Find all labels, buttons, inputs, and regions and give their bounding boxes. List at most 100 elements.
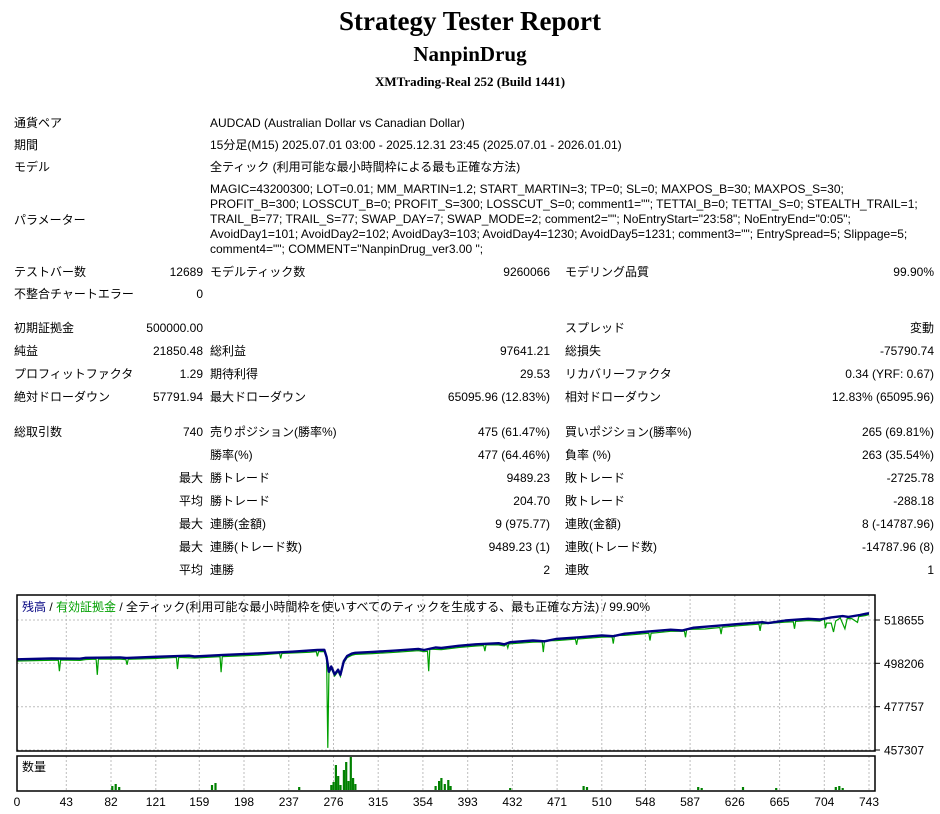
stat-value: 0 xyxy=(196,287,203,301)
report-row-largest-trade: 最大 勝トレード 9489.23 敗トレード -2725.78 xyxy=(0,467,940,490)
report-row-drawdown: 絶対ドローダウン 57791.94 最大ドローダウン 65095.96 (12.… xyxy=(0,386,940,409)
stat-label: 連勝(金額) xyxy=(210,517,266,531)
stat-label: パラメーター xyxy=(14,212,86,227)
stat-label: リカバリーファクタ xyxy=(565,367,672,381)
stat-label: 連敗(金額) xyxy=(565,517,621,531)
stat-label: 連勝 xyxy=(210,563,235,577)
stat-value: AUDCAD (Australian Dollar vs Canadian Do… xyxy=(210,116,465,130)
stat-label: 相対ドローダウン xyxy=(565,390,662,404)
stat-value: 204.70 xyxy=(513,494,550,508)
report-header: Strategy Tester Report NanpinDrug XMTrad… xyxy=(0,6,940,90)
svg-text:498206: 498206 xyxy=(884,657,924,671)
svg-text:159: 159 xyxy=(189,795,209,809)
legend-separator: / xyxy=(46,600,57,614)
stat-qualifier: 最大 xyxy=(178,540,203,554)
page-title: Strategy Tester Report xyxy=(339,6,601,36)
report-row-total-trades: 総取引数 740 売りポジション(勝率%) 475 (61.47%) 買いポジシ… xyxy=(0,421,940,444)
stat-label: 最大ドローダウン xyxy=(210,390,307,404)
stat-label: 連敗(トレード数) xyxy=(565,540,657,554)
parameters-text: MAGIC=43200300; LOT=0.01; MM_MARTIN=1.2;… xyxy=(210,182,918,256)
svg-text:432: 432 xyxy=(502,795,522,809)
strategy-name: NanpinDrug xyxy=(413,42,527,66)
report-row-model: モデル 全ティック (利用可能な最小時間枠による最も正確な方法) xyxy=(0,156,940,178)
svg-text:0: 0 xyxy=(14,795,21,809)
stat-label: 絶対ドローダウン xyxy=(14,390,111,404)
stat-value: 263 (35.54%) xyxy=(861,448,934,462)
svg-text:354: 354 xyxy=(413,795,433,809)
stat-value: 477 (64.46%) xyxy=(477,448,550,462)
stat-value: 2 xyxy=(543,563,550,577)
svg-text:393: 393 xyxy=(458,795,478,809)
stat-value: 1.29 xyxy=(179,367,203,381)
svg-text:587: 587 xyxy=(680,795,700,809)
stat-label: 負率 (%) xyxy=(565,448,611,462)
stat-value: 15分足(M15) 2025.07.01 03:00 - 2025.12.31 … xyxy=(210,138,622,152)
report-row-consecutive-amount: 最大 連勝(金額) 9 (975.77) 連敗(金額) 8 (-14787.96… xyxy=(0,513,940,536)
stat-label: 勝トレード xyxy=(210,494,271,508)
svg-text:626: 626 xyxy=(725,795,745,809)
stat-value: -2725.78 xyxy=(886,471,934,485)
svg-text:743: 743 xyxy=(859,795,879,809)
stat-value: 12.83% (65095.96) xyxy=(831,390,934,404)
svg-text:510: 510 xyxy=(592,795,612,809)
stat-value: 0.34 (YRF: 0.67) xyxy=(845,367,934,381)
stat-label: 買いポジション(勝率%) xyxy=(565,425,692,439)
stat-value: 変動 xyxy=(909,321,934,335)
stat-qualifier: 最大 xyxy=(178,517,203,531)
stat-value: 57791.94 xyxy=(152,390,203,404)
report-row-average-trade: 平均 勝トレード 204.70 敗トレード -288.18 xyxy=(0,490,940,513)
svg-text:198: 198 xyxy=(234,795,254,809)
stat-label: 売りポジション(勝率%) xyxy=(210,425,337,439)
stat-qualifier: 平均 xyxy=(178,563,203,577)
stat-value: 全ティック (利用可能な最小時間枠による最も正確な方法) xyxy=(210,160,521,174)
server-build: XMTrading-Real 252 (Build 1441) xyxy=(374,74,566,89)
stat-label: 勝率(%) xyxy=(210,448,253,462)
stat-label: モデル xyxy=(14,160,51,174)
stat-value: 265 (69.81%) xyxy=(861,425,934,439)
stat-value: -14787.96 (8) xyxy=(861,540,934,554)
svg-text:82: 82 xyxy=(104,795,118,809)
volume-panel-label: 数量 xyxy=(22,760,47,774)
stat-value: -288.18 xyxy=(893,494,934,508)
stat-label: 総取引数 xyxy=(14,425,63,439)
stat-value: 1 xyxy=(927,563,934,577)
report-row-consecutive-count: 最大 連勝(トレード数) 9489.23 (1) 連敗(トレード数) -1478… xyxy=(0,536,940,559)
report-row-parameters: パラメーター MAGIC=43200300; LOT=0.01; MM_MART… xyxy=(0,178,940,261)
svg-text:518655: 518655 xyxy=(884,614,924,628)
svg-text:276: 276 xyxy=(323,795,343,809)
stat-value: 500000.00 xyxy=(146,321,203,335)
stat-label: スプレッド xyxy=(565,321,626,335)
stat-label: 初期証拠金 xyxy=(14,321,75,335)
stat-label: 敗トレード xyxy=(565,471,626,485)
stat-value: 9260066 xyxy=(503,265,550,279)
report-row-net-profit: 純益 21850.48 総利益 97641.21 総損失 -75790.74 xyxy=(0,340,940,363)
report-row-bars: テストバー数 12689 モデルティック数 9260066 モデリング品質 99… xyxy=(0,261,940,283)
report-row-symbol: 通貨ペア AUDCAD (Australian Dollar vs Canadi… xyxy=(0,112,940,134)
stat-label: モデリング品質 xyxy=(565,265,650,279)
svg-text:315: 315 xyxy=(368,795,388,809)
report-table: 通貨ペア AUDCAD (Australian Dollar vs Canadi… xyxy=(0,112,940,582)
report-row-winrate: 勝率(%) 477 (64.46%) 負率 (%) 263 (35.54%) xyxy=(0,444,940,467)
stat-label: 勝トレード xyxy=(210,471,271,485)
stat-label: テストバー数 xyxy=(14,265,87,279)
stat-label: 総損失 xyxy=(565,344,602,358)
legend-model-info: / 全ティック(利用可能な最小時間枠を使いすべてのティックを生成する、最も正確な… xyxy=(116,600,650,614)
svg-text:477757: 477757 xyxy=(884,700,924,714)
svg-text:471: 471 xyxy=(547,795,567,809)
stat-label: モデルティック数 xyxy=(210,265,306,279)
stat-label: 純益 xyxy=(14,344,39,358)
legend-equity: 有効証拠金 xyxy=(56,600,117,614)
stat-value: 12689 xyxy=(169,265,203,279)
legend-balance: 残高 xyxy=(22,600,47,614)
stat-value: 9 (975.77) xyxy=(495,517,550,531)
report-row-consecutive-average: 平均 連勝 2 連敗 1 xyxy=(0,559,940,582)
stat-label: 通貨ペア xyxy=(14,116,63,130)
report-row-deposit: 初期証拠金 500000.00 スプレッド 変動 xyxy=(0,317,940,340)
stat-value: -75790.74 xyxy=(879,344,934,358)
stat-label: 不整合チャートエラー xyxy=(14,287,134,301)
chart-legend: 残高 / 有効証拠金 / 全ティック(利用可能な最小時間枠を使いすべてのティック… xyxy=(22,598,650,615)
report-row-period: 期間 15分足(M15) 2025.07.01 03:00 - 2025.12.… xyxy=(0,134,940,156)
stat-value: 21850.48 xyxy=(152,344,203,358)
stat-value: 65095.96 (12.83%) xyxy=(447,390,550,404)
svg-text:43: 43 xyxy=(60,795,74,809)
